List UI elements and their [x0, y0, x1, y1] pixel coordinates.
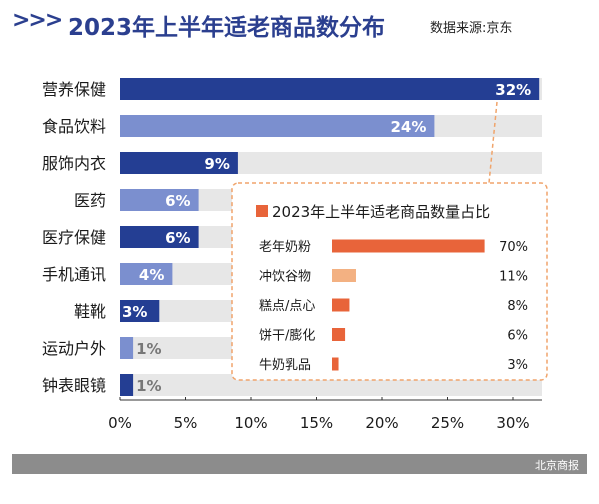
data-source-note: 数据来源:京东 — [430, 21, 513, 36]
x-tick-label: 30% — [496, 414, 529, 432]
inset-value-label: 70% — [499, 240, 528, 255]
bar — [120, 115, 435, 137]
footer-bar: 北京商报 — [12, 454, 587, 474]
inset-value-label: 6% — [507, 329, 528, 344]
inset-box — [231, 182, 548, 381]
bar — [120, 263, 173, 285]
category-label: 食品饮料 — [42, 117, 106, 136]
bar-value-label: 1% — [136, 377, 161, 395]
inset-category-label: 冲饮谷物 — [259, 270, 311, 285]
bar — [120, 337, 134, 359]
inset-value-label: 3% — [507, 358, 528, 373]
x-tick-label: 0% — [108, 414, 132, 432]
x-tick-label: 10% — [234, 414, 267, 432]
chart-title: 2023年上半年适老商品数分布 — [68, 15, 386, 41]
category-label: 手机通讯 — [42, 265, 106, 284]
inset-bar — [332, 269, 356, 282]
inset-category-label: 糕点/点心 — [259, 299, 315, 314]
x-tick-label: 20% — [365, 414, 398, 432]
category-label: 鞋靴 — [74, 302, 106, 321]
category-label: 营养保健 — [42, 80, 106, 99]
chevron-decoration-icon: >>> — [12, 8, 63, 33]
bar-value-label: 3% — [122, 303, 147, 321]
bar — [120, 300, 160, 322]
main-bar-chart: 营养保健 32% 食品饮料 24% 服饰内衣 9% 医药 6% 医疗保健 6% 手机通讯 4% 鞋靴 3%… — [42, 78, 542, 432]
inset-bar — [332, 357, 339, 371]
inset-value-label: 11% — [499, 270, 528, 285]
inset-value-label: 8% — [507, 299, 528, 314]
x-tick-label: 15% — [300, 414, 333, 432]
bar-value-label: 1% — [136, 340, 161, 358]
chart-header: >>> 2023年上半年适老商品数分布 数据来源:京东 — [12, 4, 592, 41]
inset-title: 2023年上半年适老商品数量占比 — [272, 203, 490, 221]
inset-bar — [332, 298, 350, 312]
category-label: 钟表眼镜 — [42, 376, 106, 395]
bar — [120, 152, 238, 174]
bar-value-label: 32% — [495, 81, 531, 99]
publisher-credit: 北京商报 — [535, 459, 579, 472]
bar — [120, 189, 199, 211]
bar-value-label: 6% — [165, 229, 190, 247]
category-label: 医药 — [74, 191, 106, 210]
x-tick-label: 25% — [431, 414, 464, 432]
inset-category-label: 牛奶乳品 — [259, 358, 311, 373]
bar-value-label: 4% — [139, 266, 164, 284]
x-tick-label: 5% — [174, 414, 198, 432]
bar — [120, 374, 134, 396]
bar-value-label: 9% — [204, 155, 229, 173]
category-label: 医疗保健 — [42, 228, 106, 247]
category-label: 运动户外 — [42, 339, 106, 358]
inset-bar — [332, 328, 346, 341]
inset-bar — [332, 239, 485, 253]
category-label: 服饰内衣 — [42, 154, 106, 173]
inset-category-label: 老年奶粉 — [259, 240, 311, 255]
bar — [120, 226, 199, 248]
inset-legend-marker — [256, 205, 268, 217]
bar-value-label: 6% — [165, 192, 190, 210]
inset-category-label: 饼干/膨化 — [259, 329, 315, 344]
bar — [120, 78, 540, 100]
bar-value-label: 24% — [390, 118, 426, 136]
